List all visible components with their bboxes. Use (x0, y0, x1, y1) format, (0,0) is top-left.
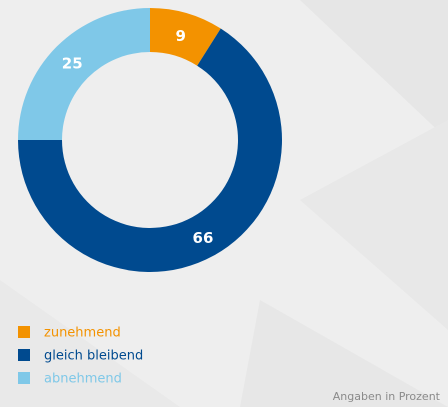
data-label: 9 (175, 27, 185, 45)
legend-swatch (18, 326, 30, 338)
legend-label: gleich bleibend (44, 349, 143, 364)
note: Angaben in Prozent (333, 390, 441, 403)
background-shape (300, 120, 448, 330)
legend-swatch (18, 372, 30, 384)
legend-label: abnehmend (44, 372, 122, 387)
data-label: 66 (193, 229, 214, 247)
legend-label: zunehmend (44, 326, 121, 341)
legend-swatch (18, 349, 30, 361)
donut-segment (150, 8, 221, 66)
background-shape (0, 280, 180, 407)
background-shape (300, 0, 448, 140)
donut-segment (18, 28, 282, 273)
donut-segment (18, 8, 150, 140)
background-shape (240, 300, 448, 407)
data-label: 25 (62, 55, 83, 73)
